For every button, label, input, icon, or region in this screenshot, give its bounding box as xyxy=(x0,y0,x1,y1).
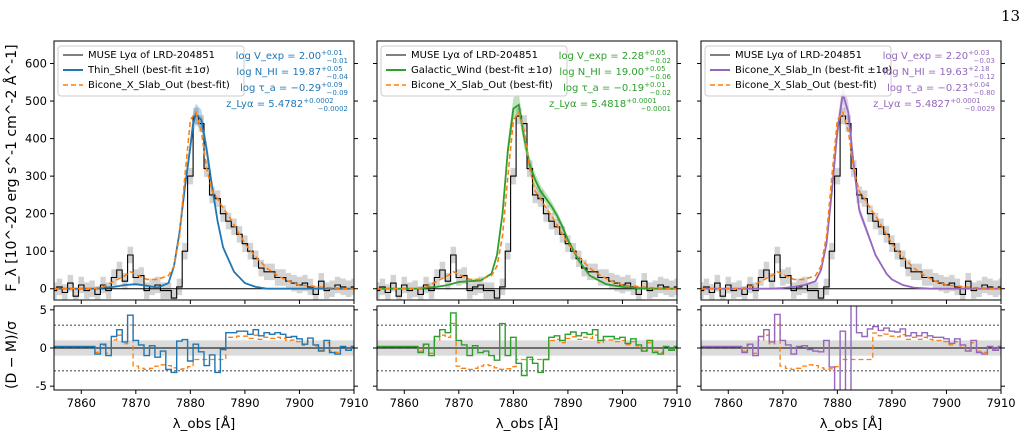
x-tick-label: 7890 xyxy=(877,396,906,410)
x-tick-label: 7860 xyxy=(67,396,96,410)
bicone-out-model-line xyxy=(701,110,1001,290)
x-tick-label: 7910 xyxy=(986,396,1015,410)
x-axis-label: λ_obs [Å] xyxy=(496,415,559,432)
y-tick-label: 600 xyxy=(25,57,47,71)
y-tick-label: 500 xyxy=(25,94,47,108)
x-tick-label: 7870 xyxy=(768,396,797,410)
top-axes-frame xyxy=(700,40,1002,301)
x-tick-label: 7890 xyxy=(230,396,259,410)
best-fit-model-line xyxy=(54,112,354,290)
x-tick-label: 7880 xyxy=(823,396,852,410)
x-tick-label: 7860 xyxy=(390,396,419,410)
fit-parameter: z_Lyα = 5.4782+0.0002 −0.0002 xyxy=(226,97,348,113)
fit-parameter: log τ_a = −0.19+0.01 −0.02 xyxy=(563,81,671,97)
y-tick-label: 400 xyxy=(25,132,47,146)
top-axes-frame xyxy=(376,40,678,301)
fit-parameter: log V_exp = 2.00+0.01 −0.01 xyxy=(236,49,348,65)
x-tick-label: 7870 xyxy=(121,396,150,410)
model-uncertainty-band xyxy=(701,81,1001,289)
fit-parameter: log N_HI = 19.87+0.05 −0.04 xyxy=(236,65,348,81)
top-axes-frame xyxy=(53,40,355,301)
panel-galactic-wind: MUSE Lyα of LRD-204851 Galactic_Wind (bes… xyxy=(373,40,692,432)
legend-label: Thin_Shell (best-fit ±1σ) xyxy=(87,65,210,76)
legend: MUSE Lyα of LRD-204851 Thin_Shell (best-f… xyxy=(57,45,245,97)
legend-label: MUSE Lyα of LRD-204851 xyxy=(88,50,215,61)
x-tick-label: 7900 xyxy=(285,396,314,410)
observed-error-band xyxy=(377,107,677,300)
x-tick-label: 7910 xyxy=(662,396,691,410)
x-tick-label: 7870 xyxy=(444,396,473,410)
best-fit-model-line xyxy=(701,93,1001,290)
fit-parameter: log τ_a = −0.29+0.09 −0.09 xyxy=(240,81,348,97)
observed-error-band xyxy=(701,107,1001,300)
legend-box xyxy=(704,45,892,97)
legend-box xyxy=(380,45,568,97)
x-axis-label: λ_obs [Å] xyxy=(820,415,883,432)
residual-y-tick-label: 0 xyxy=(40,341,47,355)
legend-label: Bicone_X_Slab_Out (best-fit) xyxy=(88,80,230,91)
fit-parameter: log τ_a = −0.23+0.04 −0.80 xyxy=(887,81,995,97)
legend-label: Bicone_X_Slab_Out (best-fit) xyxy=(735,80,877,91)
observed-spectrum-line xyxy=(701,115,1001,299)
residual-plot xyxy=(701,306,1001,390)
spectrum-plot xyxy=(701,81,1001,300)
x-tick-label: 7880 xyxy=(499,396,528,410)
shared-axis-labels: F_λ [10^-20 erg s^-1 cm^-2 Å^-1] (D − M)… xyxy=(3,44,20,389)
residual-plot xyxy=(54,314,354,374)
legend-label: Bicone_X_Slab_In (best-fit ±1σ) xyxy=(735,65,892,76)
bicone-out-model-line xyxy=(377,110,677,290)
residual-line xyxy=(377,312,677,377)
bicone-out-model-line xyxy=(54,110,354,290)
x-tick-label: 7860 xyxy=(714,396,743,410)
legend: MUSE Lyα of LRD-204851 Bicone_X_Slab_In (… xyxy=(704,45,892,97)
y-tick-label: 300 xyxy=(25,169,47,183)
observed-spectrum-line xyxy=(377,115,677,299)
panel-thin-shell: 0 100 200 300 400 500 600 MUSE Lyα of LRD-20485… xyxy=(25,40,369,432)
y-tick-label: 100 xyxy=(25,244,47,258)
legend-label: Bicone_X_Slab_Out (best-fit) xyxy=(411,80,553,91)
y-tick-label: 200 xyxy=(25,207,47,221)
residual-plot xyxy=(377,312,677,377)
spectrum-plot xyxy=(54,103,354,300)
panel-bicone-x-slab-in: MUSE Lyα of LRD-204851 Bicone_X_Slab_In (… xyxy=(697,40,1016,432)
legend-label: Galactic_Wind (best-fit ±1σ) xyxy=(411,65,552,76)
fit-parameter: log V_exp = 2.28+0.05 −0.02 xyxy=(559,49,671,65)
legend-label: MUSE Lyα of LRD-204851 xyxy=(735,50,862,61)
legend-label: MUSE Lyα of LRD-204851 xyxy=(411,50,538,61)
page-number: 13 xyxy=(1001,7,1021,25)
residual-line xyxy=(54,314,354,374)
observed-error-band xyxy=(54,107,354,300)
legend-box xyxy=(57,45,245,97)
fit-parameter: z_Lyα = 5.4818+0.0001 −0.0001 xyxy=(549,97,671,113)
x-axis-label: λ_obs [Å] xyxy=(173,415,236,432)
x-tick-label: 7890 xyxy=(553,396,582,410)
x-tick-label: 7900 xyxy=(608,396,637,410)
residual-y-tick-label: 5 xyxy=(40,303,47,317)
y-axis-label-residual: (D − M)/σ xyxy=(4,321,20,389)
spectrum-plot xyxy=(377,93,677,300)
fit-parameter: log N_HI = 19.00+0.05 −0.06 xyxy=(559,65,671,81)
fit-parameter: log N_HI = 19.63+2.18 −0.12 xyxy=(883,65,995,81)
residual-line xyxy=(701,306,1001,390)
y-axis-label-flux: F_λ [10^-20 erg s^-1 cm^-2 Å^-1] xyxy=(3,44,20,291)
x-tick-label: 7880 xyxy=(176,396,205,410)
x-tick-label: 7900 xyxy=(932,396,961,410)
observed-spectrum-line xyxy=(54,115,354,299)
legend: MUSE Lyα of LRD-204851 Galactic_Wind (bes… xyxy=(380,45,568,97)
y-tick-label: 0 xyxy=(40,282,47,296)
fit-parameter: log V_exp = 2.20+0.03 −0.03 xyxy=(883,49,995,65)
residual-y-tick-label: -5 xyxy=(36,379,47,393)
x-tick-label: 7910 xyxy=(339,396,368,410)
fit-parameter: z_Lyα = 5.4827+0.0001 −0.0029 xyxy=(873,97,995,113)
